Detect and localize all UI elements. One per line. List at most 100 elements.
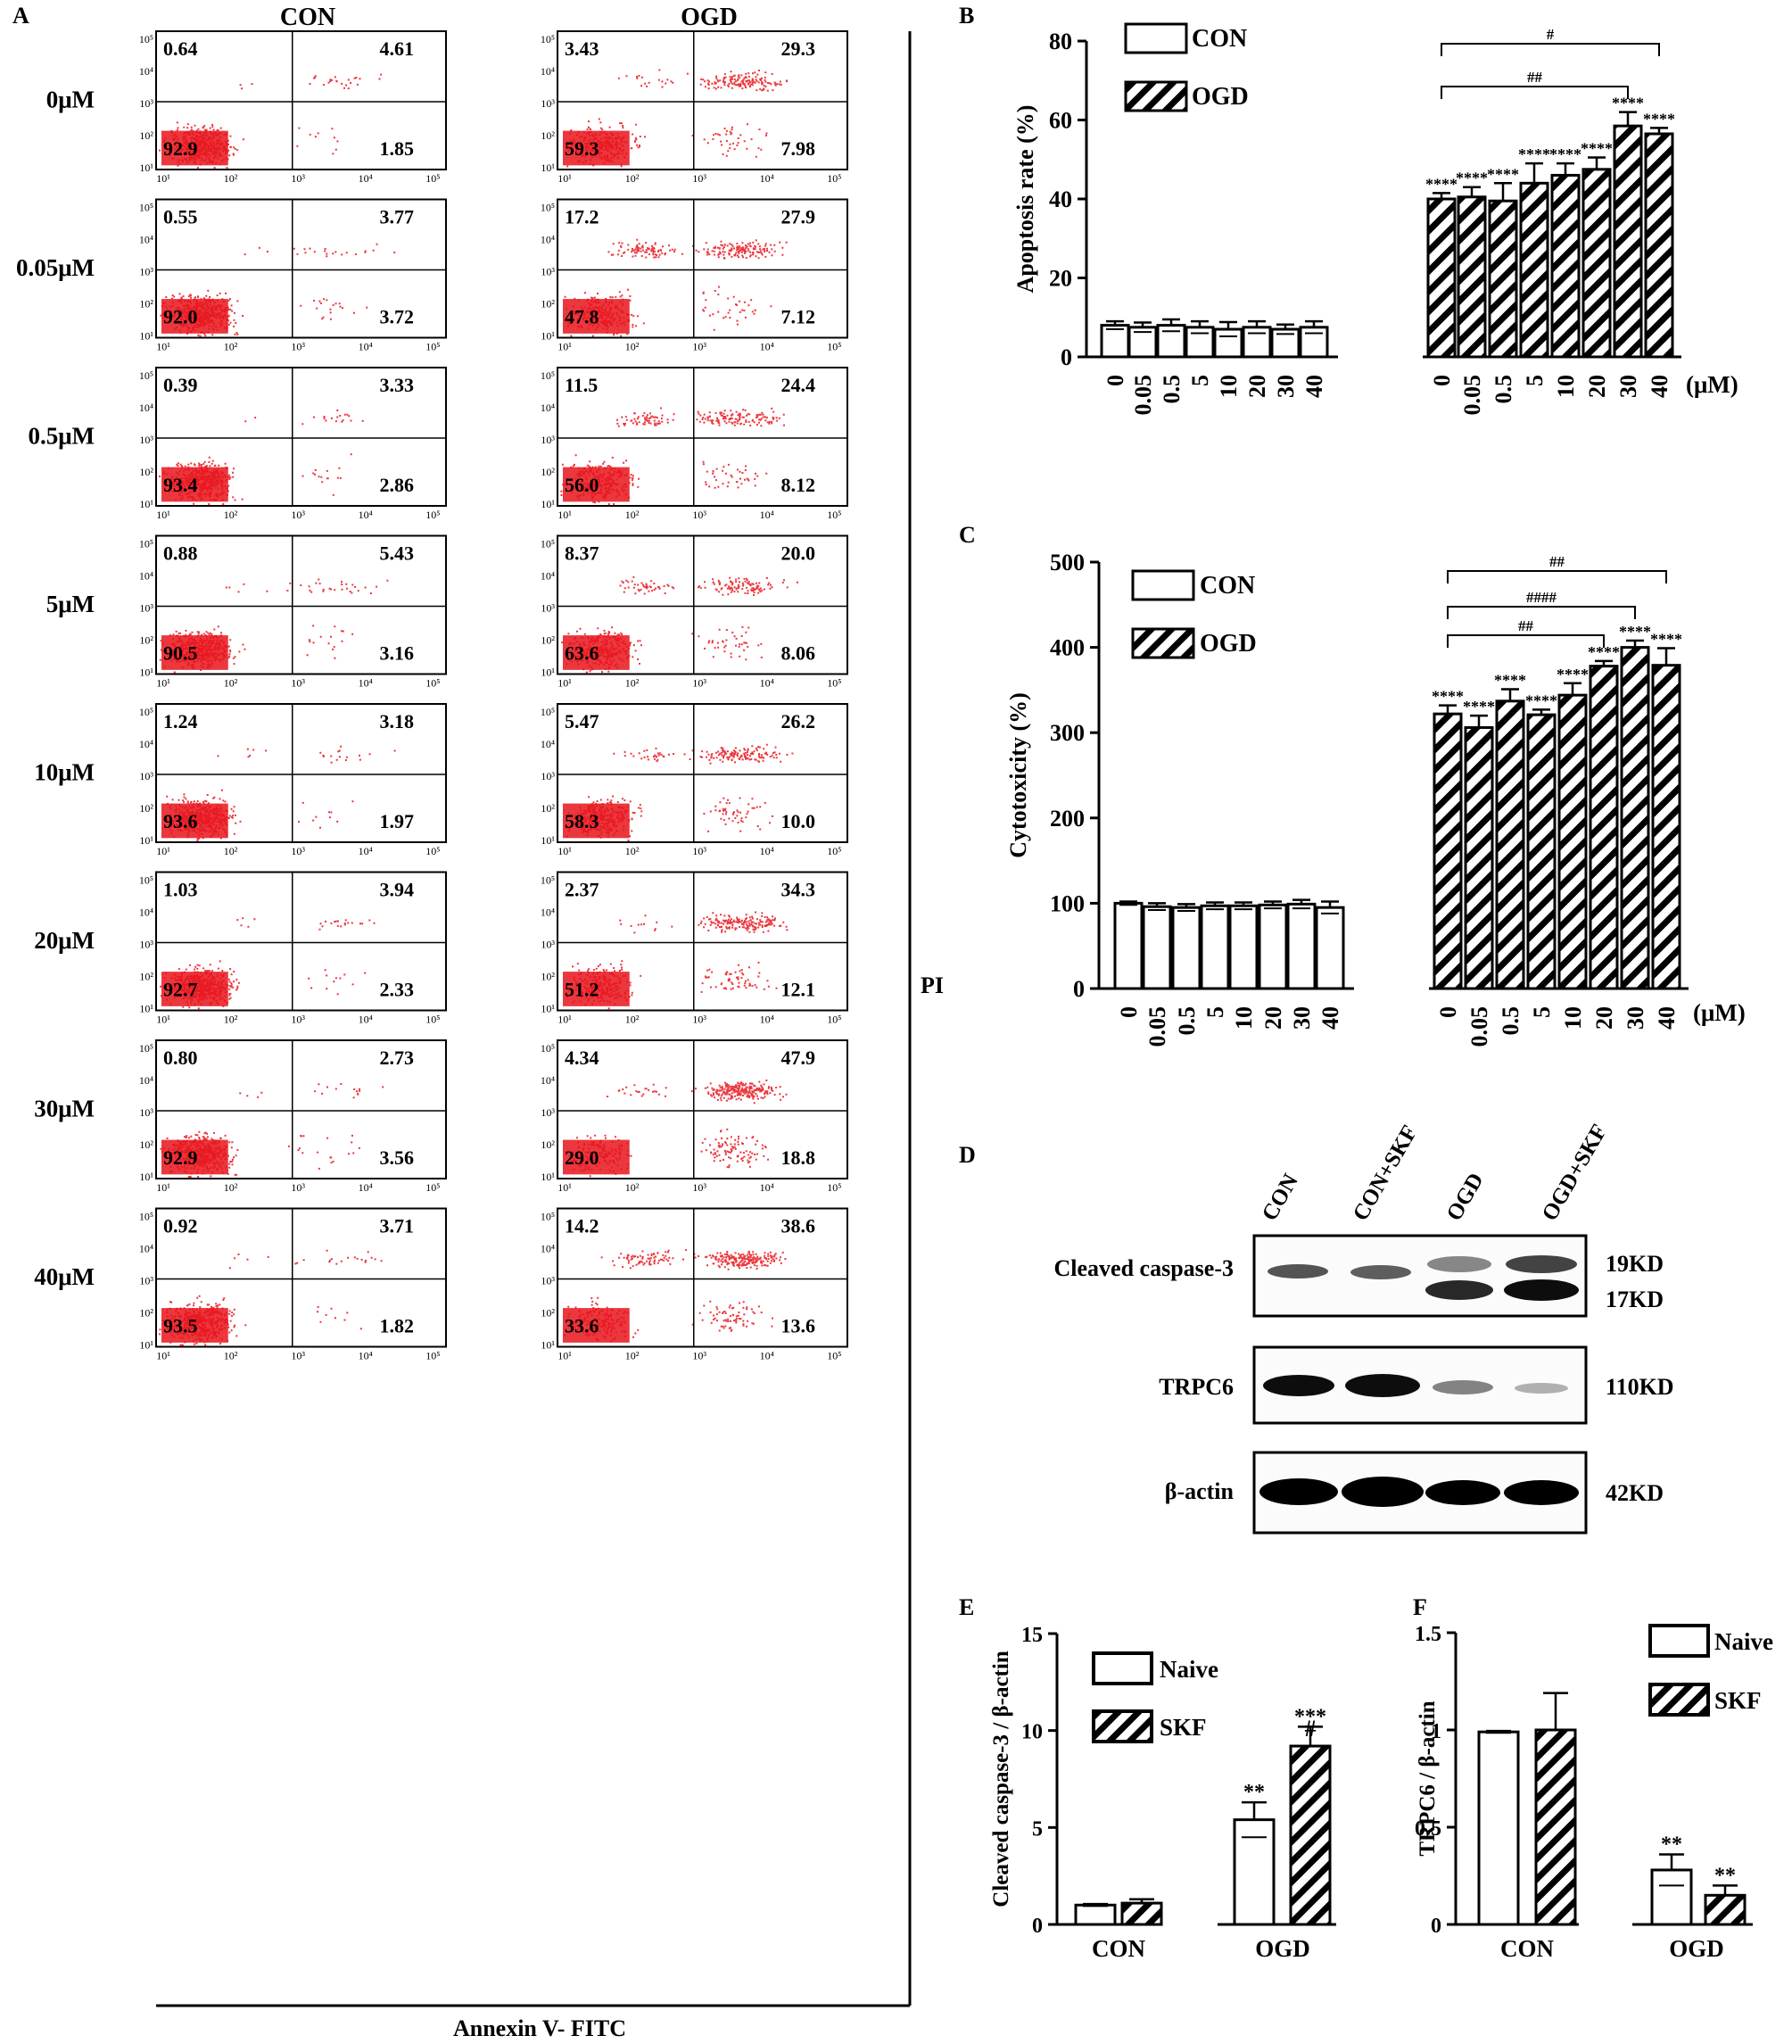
flow-quadrant-lr: 1.82	[380, 1315, 415, 1337]
x-tick-label: 20	[1244, 375, 1270, 398]
flow-quadrant-ll: 29.0	[565, 1146, 599, 1169]
flow-quadrant-ul: 0.92	[163, 1215, 198, 1237]
x-tick-label: 0	[1116, 1006, 1142, 1018]
flow-quadrant-lr: 8.12	[781, 474, 816, 496]
bar-con	[1100, 324, 1130, 359]
flow-quadrant-ll: 47.8	[565, 306, 599, 328]
bracket-label: ##	[1518, 617, 1534, 634]
band-bactin-conskf	[1342, 1477, 1424, 1507]
flow-x-tick: 10³	[291, 1350, 305, 1362]
bar-ogd	[1651, 664, 1681, 990]
x-tick-label: 0.5	[1174, 1006, 1200, 1036]
flow-quadrant-ur: 3.94	[380, 879, 415, 901]
flow-y-tick: 10¹	[139, 498, 153, 510]
bar-skf	[1120, 1901, 1163, 1926]
flow-y-tick: 10²	[541, 466, 555, 478]
flow-y-tick: 10⁵	[541, 537, 555, 550]
flow-quadrant-ur: 5.43	[380, 542, 415, 565]
flow-quadrant-ur: 47.9	[781, 1047, 816, 1069]
band-bactin-ogdskf	[1504, 1480, 1579, 1505]
flow-y-tick: 10⁴	[139, 906, 153, 918]
band-trpc6-ogdskf	[1515, 1383, 1568, 1394]
flow-y-tick: 10¹	[541, 1171, 555, 1183]
legend-swatch-ogd	[1131, 627, 1195, 659]
x-tick-label: 20	[1260, 1006, 1286, 1030]
flow-quadrant-ll: 92.9	[163, 1146, 198, 1169]
flow-x-tick: 10⁵	[425, 1014, 440, 1026]
flow-y-tick: 10⁵	[139, 33, 153, 46]
flow-quadrant-lr: 12.1	[781, 979, 816, 1001]
flow-y-tick: 10²	[541, 802, 555, 815]
flow-y-tick: 10³	[541, 770, 555, 782]
x-tick-label: 40	[1301, 375, 1327, 398]
flow-y-tick: 10⁵	[139, 1210, 153, 1222]
flow-quadrant-ul: 3.43	[565, 37, 599, 60]
significance-mark: ****	[1581, 140, 1613, 158]
flow-quadrant-lr: 2.33	[380, 979, 415, 1001]
flow-x-tick: 10²	[625, 509, 640, 521]
flow-x-tick: 10⁴	[760, 341, 774, 353]
flow-quadrant-ur: 2.73	[380, 1047, 415, 1069]
flow-x-tick: 10⁴	[359, 845, 373, 857]
bar-con	[1113, 901, 1144, 990]
flow-y-tick: 10²	[139, 466, 153, 478]
flow-quadrant-ll: 51.2	[565, 979, 599, 1001]
y-tick-label: 60	[1049, 108, 1072, 134]
x-tick-label: 0.5	[1498, 1006, 1524, 1036]
significance-mark: ****	[1494, 671, 1526, 689]
flow-x-tick: 10²	[224, 677, 238, 690]
flow-x-tick: 10²	[625, 1181, 640, 1194]
flow-y-tick: 10³	[139, 938, 153, 950]
x-tick-label: 0.5	[1159, 375, 1185, 404]
blot-label-bactin: β-actin	[1165, 1478, 1235, 1504]
legend-swatch-naive	[1648, 1624, 1710, 1658]
flow-x-tick: 10⁴	[760, 1350, 774, 1362]
flow-x-tick: 10¹	[557, 341, 572, 353]
y-tick-label: 10	[1021, 1721, 1043, 1744]
flow-x-tick: 10¹	[557, 1014, 572, 1026]
bar-ogd	[1550, 173, 1581, 359]
legend-label-con: CON	[1200, 572, 1255, 600]
flow-quadrant-ur: 3.71	[380, 1215, 415, 1237]
flow-y-tick: 10⁴	[139, 401, 153, 414]
flow-x-tick: 10¹	[156, 1014, 170, 1026]
x-tick-label: OGD	[1255, 1935, 1310, 1962]
flow-y-tick: 10⁵	[139, 201, 153, 213]
flow-x-tick: 10³	[692, 341, 706, 353]
y-tick-label: 20	[1049, 266, 1072, 292]
bar-con	[1142, 905, 1172, 990]
flow-y-tick: 10⁴	[541, 738, 555, 750]
x-tick-label: 30	[1623, 1006, 1648, 1030]
x-tick-label: 30	[1273, 375, 1299, 398]
flow-x-tick: 10²	[625, 172, 640, 185]
blot-size-19kd: 19KD	[1606, 1251, 1664, 1277]
flow-quadrant-ur: 34.3	[781, 879, 816, 901]
flow-x-tick: 10⁴	[760, 172, 774, 185]
y-axis-title: Apoptosis rate (%)	[1012, 105, 1038, 294]
flow-dense-core	[563, 299, 630, 334]
band-bactin-ogd	[1425, 1480, 1500, 1505]
flow-y-tick: 10²	[541, 1138, 555, 1151]
significance-mark: ****	[1619, 623, 1651, 641]
bar-ogd	[1620, 646, 1650, 990]
flow-y-tick: 10⁴	[541, 1242, 555, 1254]
x-tick-label: 20	[1591, 1006, 1617, 1030]
flow-quadrant-ul: 5.47	[565, 710, 599, 732]
flow-x-tick: 10¹	[156, 1350, 170, 1362]
x-tick-label: 40	[1317, 1006, 1343, 1030]
flow-y-tick: 10⁵	[541, 33, 555, 46]
band-caspase3-19-ogd	[1427, 1256, 1491, 1272]
flow-x-tick: 10³	[291, 341, 305, 353]
flow-quadrant-lr: 7.98	[781, 137, 816, 160]
flow-x-tick: 10²	[224, 172, 238, 185]
band-trpc6-con	[1263, 1375, 1334, 1396]
flow-quadrant-ll: 90.5	[163, 642, 198, 665]
flow-x-tick: 10³	[692, 845, 706, 857]
significance-mark: **	[1243, 1781, 1265, 1804]
flow-y-tick: 10⁵	[541, 1210, 555, 1222]
panel-letter-f: F	[1413, 1594, 1427, 1620]
